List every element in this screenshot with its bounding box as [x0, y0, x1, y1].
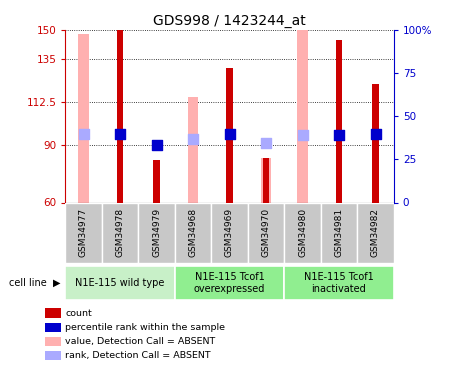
Text: GSM34979: GSM34979: [152, 208, 161, 257]
Bar: [153, 160, 160, 202]
Bar: [263, 158, 269, 203]
Point: [299, 132, 306, 138]
Text: GSM34982: GSM34982: [371, 208, 380, 257]
Bar: [65, 202, 102, 262]
Text: GSM34980: GSM34980: [298, 208, 307, 257]
Bar: [117, 30, 123, 202]
Text: percentile rank within the sample: percentile rank within the sample: [65, 323, 225, 332]
Text: GSM34969: GSM34969: [225, 208, 234, 257]
Bar: [211, 202, 248, 262]
Text: count: count: [65, 309, 92, 318]
Bar: [284, 202, 321, 262]
Bar: [102, 202, 138, 262]
Point: [117, 130, 124, 136]
Point: [153, 142, 160, 148]
Bar: [175, 202, 211, 262]
Point: [226, 130, 233, 136]
Bar: [261, 158, 271, 203]
Bar: [321, 202, 357, 262]
Text: value, Detection Call = ABSENT: value, Detection Call = ABSENT: [65, 337, 216, 346]
Text: GSM34968: GSM34968: [189, 208, 198, 257]
Point: [189, 136, 197, 142]
Text: GSM34978: GSM34978: [116, 208, 125, 257]
Bar: [78, 34, 89, 203]
Bar: [65, 266, 175, 300]
Bar: [357, 202, 394, 262]
Bar: [175, 266, 284, 300]
Point: [262, 140, 270, 146]
Bar: [336, 40, 342, 203]
Point: [80, 130, 87, 136]
Bar: [372, 84, 379, 203]
Point: [335, 132, 342, 138]
Bar: [297, 30, 308, 202]
Bar: [188, 97, 198, 202]
Text: GSM34970: GSM34970: [261, 208, 270, 257]
Text: GSM34981: GSM34981: [334, 208, 343, 257]
Text: rank, Detection Call = ABSENT: rank, Detection Call = ABSENT: [65, 351, 211, 360]
Bar: [248, 202, 284, 262]
Text: N1E-115 Tcof1
inactivated: N1E-115 Tcof1 inactivated: [304, 272, 374, 294]
Title: GDS998 / 1423244_at: GDS998 / 1423244_at: [153, 13, 306, 28]
Point: [372, 130, 379, 136]
Text: cell line  ▶: cell line ▶: [9, 278, 61, 288]
Text: N1E-115 Tcof1
overexpressed: N1E-115 Tcof1 overexpressed: [194, 272, 265, 294]
Text: GSM34977: GSM34977: [79, 208, 88, 257]
Text: N1E-115 wild type: N1E-115 wild type: [75, 278, 165, 288]
Bar: [226, 68, 233, 203]
Bar: [284, 266, 394, 300]
Bar: [138, 202, 175, 262]
